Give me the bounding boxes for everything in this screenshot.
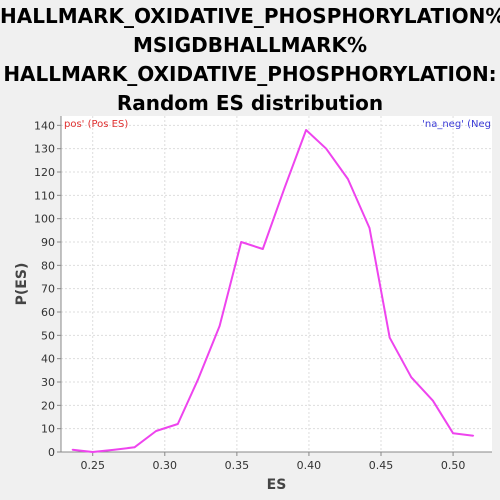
y-tick-label: 70 [41,283,55,296]
legend-entry-1: pos' (Pos ES) [64,119,128,130]
data-point [240,241,242,243]
data-point [283,187,286,190]
data-point [71,448,74,451]
title-line-3: HALLMARK_OXIDATIVE_PHOSPHORYLATION: [3,62,497,86]
data-point [410,376,413,379]
y-tick-label: 10 [41,423,55,436]
data-point [325,147,328,150]
y-tick-label: 90 [41,236,55,249]
title-line-1: HALLMARK_OXIDATIVE_PHOSPHORYLATION% [0,4,500,28]
data-point [176,423,179,425]
chart-title: HALLMARK_OXIDATIVE_PHOSPHORYLATION% MSIG… [0,2,500,118]
plot-background [61,116,492,452]
y-tick-label: 50 [41,329,55,342]
data-point [155,430,157,432]
data-point [133,446,136,449]
data-point [388,336,391,339]
x-tick-label: 0.40 [297,459,322,472]
data-point [472,434,475,437]
y-tick-label: 60 [41,306,55,319]
x-tick-label: 0.30 [153,459,178,472]
data-point [113,448,116,451]
y-axis-title: P(ES) [14,263,30,306]
y-tick-label: 120 [34,166,55,179]
y-tick-label: 0 [48,446,55,459]
title-line-4: Random ES distribution [116,91,384,115]
x-tick-label: 0.35 [225,459,250,472]
x-tick-label: 0.45 [369,459,394,472]
legend-entry-2: 'na_neg' (Neg [422,119,491,130]
data-point [368,227,371,229]
data-point [432,399,434,402]
x-tick-label: 0.25 [80,459,105,472]
axes: 0 10 20 30 40 50 60 70 80 90 100 110 120 130 140 0.25 0.… [34,116,492,472]
data-point [305,129,307,131]
y-tick-label: 20 [41,399,55,412]
data-point [452,432,454,435]
legend: pos' (Pos ES) 'na_neg' (Neg [64,119,491,130]
series-line [72,129,474,453]
y-tick-label: 80 [41,259,55,272]
y-tick-label: 30 [41,376,55,389]
grid-lines [61,116,492,453]
y-tick-label: 140 [34,119,55,132]
data-point [347,178,349,180]
y-tick-label: 100 [34,213,55,226]
y-tick-label: 110 [34,189,55,202]
data-point [262,248,264,250]
y-tick-label: 130 [34,143,55,156]
x-tick-label: 0.50 [441,459,466,472]
series-layer [71,129,475,453]
x-axis-title: ES [267,477,287,493]
data-point [197,378,199,381]
data-point [91,451,94,453]
y-tick-label: 40 [41,353,55,366]
data-point [218,325,221,327]
title-line-2: MSIGDBHALLMARK% [132,33,368,57]
